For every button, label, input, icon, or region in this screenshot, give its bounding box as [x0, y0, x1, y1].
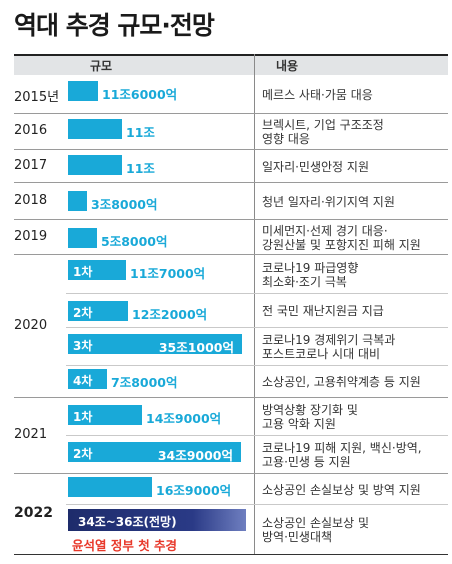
description-line: 고용·민생 등 지원 [262, 455, 351, 469]
sub-row-divider [66, 327, 448, 328]
forecast-label: 34조~36조(전망) [78, 515, 177, 529]
bar [68, 509, 246, 531]
tier-label: 3차 [73, 339, 93, 353]
year-label: 2016 [14, 123, 48, 138]
tier-label: 1차 [73, 265, 93, 279]
description-line: 최소화·조기 극복 [262, 274, 347, 289]
bar [68, 119, 122, 139]
description-line: 코로나19 파급영향 [262, 260, 359, 275]
tier-label: 2차 [73, 447, 93, 461]
year-label: 2021 [14, 427, 48, 442]
bar [68, 301, 128, 321]
year-label: 2015년 [14, 89, 60, 105]
year-label: 2022 [14, 505, 53, 521]
year-label: 2020 [14, 317, 48, 333]
data-label: 35조1000억 [158, 340, 234, 355]
row-divider [14, 182, 448, 183]
bar [68, 477, 152, 497]
page-title: 역대 추경 규모·전망 [14, 11, 215, 40]
data-label: 5조8000억 [101, 234, 168, 249]
bar [68, 155, 122, 175]
row-divider [14, 397, 448, 398]
data-label: 16조9000억 [156, 483, 232, 498]
description-line: 방역·민생대책 [262, 529, 333, 544]
bar [68, 228, 97, 248]
sub-row-divider [66, 504, 448, 505]
description-line: 소상공인 손실보상 및 [262, 515, 369, 530]
bar [68, 369, 107, 389]
row-divider [14, 219, 448, 220]
data-label: 12조2000억 [132, 307, 208, 322]
description-line: 미세먼지·선제 경기 대응· [262, 223, 388, 238]
tier-label: 1차 [73, 410, 93, 424]
bar [68, 405, 142, 425]
table-header: 규모 내용 [14, 54, 448, 75]
data-label: 7조8000억 [111, 375, 178, 390]
forecast-note: 윤석열 정부 첫 추경 [72, 538, 178, 553]
description-line: 청년 일자리·위기지역 지원 [262, 194, 395, 209]
sub-row-divider [66, 293, 448, 294]
description-line: 코로나19 피해 지원, 백신·방역, [262, 441, 422, 455]
table-bottom-border [14, 554, 448, 555]
row-divider [14, 254, 448, 255]
data-label: 11조 [126, 161, 155, 176]
description-line: 영향 대응 [262, 132, 310, 146]
description-line: 일자리·민생안정 지원 [262, 159, 369, 174]
bar [68, 334, 242, 354]
row-divider [14, 149, 448, 150]
tier-label: 4차 [73, 374, 93, 388]
header-scale: 규모 [90, 59, 113, 73]
bar [68, 191, 87, 211]
data-label: 34조9000억 [157, 448, 233, 463]
data-label: 11조 [126, 125, 155, 140]
description-line: 전 국민 재난지원금 지급 [262, 304, 384, 318]
description-line: 메르스 사태·가뭄 대응 [262, 87, 373, 102]
description-line: 포스트코로나 시대 대비 [262, 347, 381, 361]
column-divider [254, 54, 255, 554]
description-line: 코로나19 경제위기 극복과 [262, 333, 396, 347]
sub-row-divider [66, 435, 448, 436]
data-label: 14조9000억 [146, 411, 222, 426]
header-content: 내용 [276, 59, 299, 73]
description-line: 방역상황 장기화 및 [262, 403, 358, 417]
year-label: 2017 [14, 157, 48, 173]
description-line: 브렉시트, 기업 구조조정 [262, 118, 384, 132]
data-label: 3조8000억 [91, 197, 158, 212]
description-line: 소상공인, 고용취약계층 등 지원 [262, 375, 421, 389]
row-divider [14, 113, 448, 114]
bar [68, 260, 126, 280]
data-label: 11조7000억 [130, 266, 206, 281]
year-label: 2019 [14, 228, 48, 244]
sub-row-divider [66, 365, 448, 366]
year-label: 2018 [14, 192, 48, 208]
row-divider [14, 473, 448, 474]
description-line: 강원산불 및 포항지진 피해 지원 [262, 237, 421, 252]
description-line: 고용 악화 지원 [262, 417, 336, 431]
data-label: 11조6000억 [102, 87, 178, 102]
bar [68, 442, 241, 462]
description-line: 소상공인 손실보상 및 방역 지원 [262, 482, 421, 497]
bar [68, 81, 98, 101]
tier-label: 2차 [73, 306, 93, 320]
